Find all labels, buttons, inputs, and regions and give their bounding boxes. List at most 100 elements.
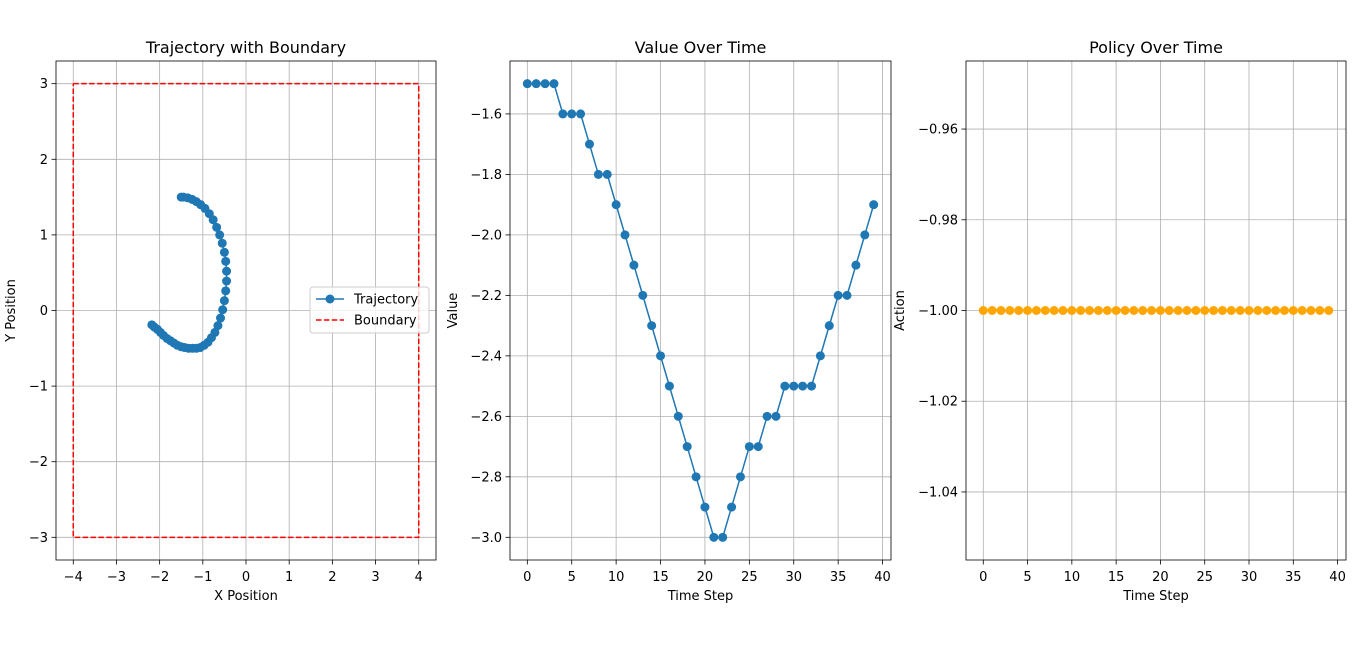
policy-plot-area	[978, 306, 1334, 315]
policy-x-axis-label: Time Step	[1122, 589, 1189, 604]
trajectory-series-boundary-line	[72, 82, 420, 539]
policy-x-tick-label: 30	[1241, 570, 1258, 585]
policy-series-0-point	[1191, 306, 1201, 315]
value-series-0-point	[700, 502, 710, 512]
policy-series-0-point	[1093, 306, 1103, 315]
policy-title: Policy Over Time	[1089, 38, 1223, 57]
trajectory-x-tick-label: 0	[242, 570, 250, 585]
policy-y-axis-label: Action	[893, 290, 908, 331]
value-series-0-point	[567, 109, 577, 119]
value-series-0-point	[558, 109, 568, 119]
value-series-0-point	[620, 230, 630, 240]
policy-y-tick-label: −1.04	[918, 485, 958, 500]
trajectory-series-trajectory-point	[221, 256, 231, 266]
trajectory-x-axis-label: X Position	[214, 589, 278, 604]
policy-series-0-point	[1129, 306, 1139, 315]
value-y-tick-label: −1.6	[470, 107, 502, 122]
trajectory-x-tick-label: 4	[415, 570, 423, 585]
trajectory-y-axis-label: Y Position	[4, 279, 19, 343]
value-series-0-point	[727, 502, 737, 512]
value-x-tick-label: 25	[741, 570, 758, 585]
value-series-0-point	[833, 290, 843, 300]
trajectory-x-tick-label: 3	[371, 570, 379, 585]
value-plot-area	[522, 79, 879, 542]
trajectory-y-tick-label: 1	[40, 228, 48, 243]
trajectory-series-trajectory-point	[219, 247, 229, 257]
value-x-tick-label: 20	[697, 570, 714, 585]
value-series-0-point	[647, 321, 657, 331]
trajectory-series-trajectory-point	[219, 296, 229, 306]
value-series-0-point	[549, 79, 559, 89]
trajectory-series-trajectory-point	[222, 276, 232, 286]
value-series-0-point	[682, 442, 692, 452]
value-series-0-point	[851, 260, 861, 270]
policy-series-0-point	[1271, 306, 1281, 315]
policy-series-0-point	[1182, 306, 1192, 315]
policy-chart: 0 5 10 15 20 25 30 35 40 −1.04 −1.02 −1.00 −0.98 −0.9…	[893, 38, 1347, 604]
value-y-tick-label: −2.4	[470, 349, 502, 364]
policy-series-0-point	[978, 306, 988, 315]
policy-x-tick-label: 20	[1152, 570, 1169, 585]
value-x-tick-label: 35	[830, 570, 847, 585]
value-series-0-point	[673, 411, 683, 421]
policy-x-tick-label: 35	[1285, 570, 1302, 585]
policy-series-0-point	[1226, 306, 1236, 315]
value-x-tick-label: 10	[608, 570, 625, 585]
trajectory-series-trajectory-point	[213, 321, 223, 331]
policy-series-0-point	[996, 306, 1006, 315]
policy-series-0-point	[1067, 306, 1077, 315]
trajectory-series-trajectory-point	[215, 230, 225, 240]
policy-series-0-point	[1005, 306, 1015, 315]
policy-y-tick-label: −0.96	[918, 123, 958, 138]
value-series-0-point	[531, 79, 541, 89]
trajectory-series-trajectory-point	[221, 286, 231, 296]
policy-series-0-point	[1262, 306, 1272, 315]
value-series-0-point	[602, 169, 612, 179]
value-series-0-point	[540, 79, 550, 89]
legend-label-boundary: Boundary	[354, 314, 417, 329]
value-series-0-point	[522, 79, 532, 89]
policy-series-0-point	[1288, 306, 1298, 315]
value-series-0-point	[576, 109, 586, 119]
policy-series-0-point	[1324, 306, 1334, 315]
value-series-0-point	[691, 472, 701, 482]
policy-x-tick-label: 10	[1064, 570, 1081, 585]
policy-series-0-point	[1147, 306, 1157, 315]
trajectory-series-trajectory-point	[222, 266, 232, 276]
value-chart: 0 5 10 15 20 25 30 35 40 −3.0 −2.8 −2.6 −2.4 −2.2 −2.0…	[446, 38, 892, 604]
legend-marker-trajectory	[325, 294, 335, 304]
policy-series-0-point	[1306, 306, 1316, 315]
trajectory-y-tick-label: 0	[40, 304, 48, 319]
trajectory-series-trajectory-point	[217, 238, 227, 248]
value-series-0-point	[593, 169, 603, 179]
trajectory-title: Trajectory with Boundary	[145, 38, 346, 57]
trajectory-series-trajectory-point	[212, 222, 222, 232]
policy-x-tick-label: 40	[1329, 570, 1346, 585]
value-axes-frame	[509, 60, 892, 561]
value-series-0-point	[789, 381, 799, 391]
policy-series-0-point	[1253, 306, 1263, 315]
value-series-0-point	[815, 351, 825, 361]
value-series-0-point	[798, 381, 808, 391]
trajectory-y-tick-label: −2	[29, 455, 48, 470]
value-series-0-point	[762, 411, 772, 421]
policy-series-0-point	[1120, 306, 1130, 315]
policy-series-0-point	[1244, 306, 1254, 315]
value-x-tick-label: 0	[523, 570, 531, 585]
value-y-axis-label: Value	[446, 293, 461, 329]
policy-x-tick-label: 15	[1108, 570, 1125, 585]
trajectory-y-tick-label: −3	[29, 531, 48, 546]
value-series-0-point	[824, 321, 834, 331]
value-series-0-point	[584, 139, 594, 149]
policy-series-0-point	[1031, 306, 1041, 315]
value-series-0-point	[638, 290, 648, 300]
policy-series-0-point	[1138, 306, 1148, 315]
value-series-0-point	[771, 411, 781, 421]
value-y-tick-label: −2.0	[470, 228, 502, 243]
policy-series-0-point	[1023, 306, 1033, 315]
policy-series-0-point	[1014, 306, 1024, 315]
policy-series-0-point	[987, 306, 997, 315]
value-y-tick-label: −2.8	[470, 470, 502, 485]
trajectory-x-tick-label: 1	[285, 570, 293, 585]
value-series-0-point	[780, 381, 790, 391]
